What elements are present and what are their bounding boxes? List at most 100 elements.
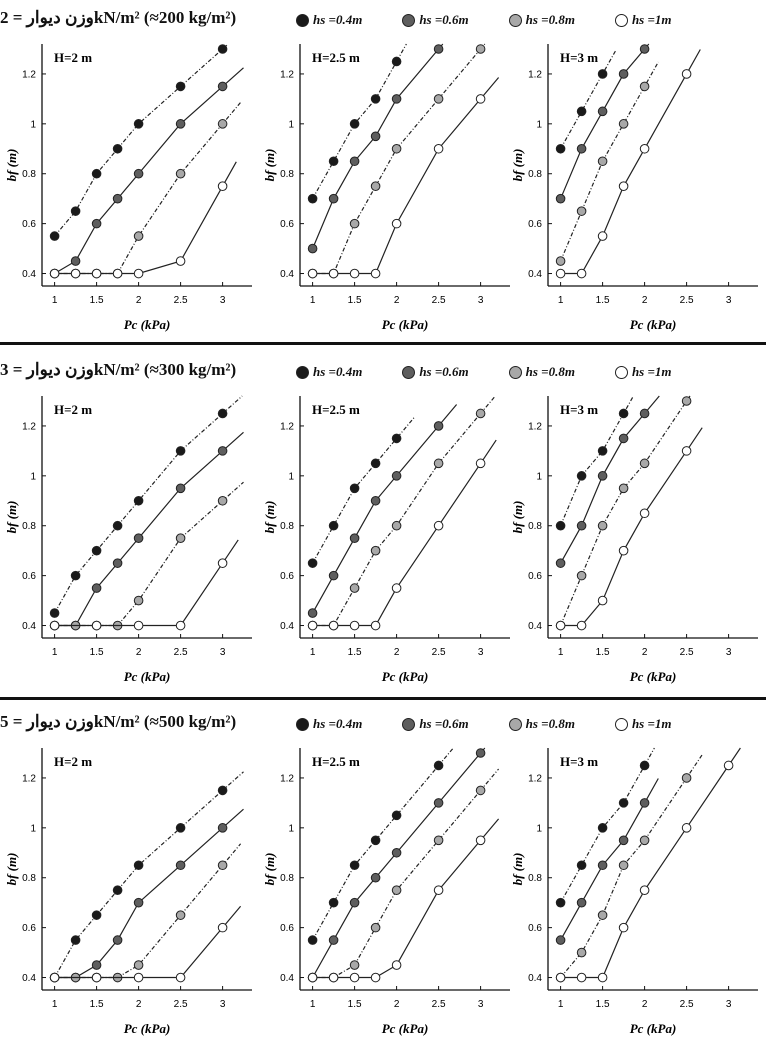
x-tick-label: 1.5	[348, 295, 362, 306]
data-point	[133, 897, 144, 908]
y-tick-label: 0.6	[280, 571, 294, 582]
x-tick-label: 1	[52, 295, 58, 306]
x-tick-label: 1.5	[348, 999, 362, 1010]
y-axis-title: bf (m)	[262, 501, 277, 534]
data-point	[576, 897, 587, 908]
y-tick-label: 0.4	[280, 269, 294, 280]
series-line	[560, 747, 741, 979]
data-point	[433, 835, 444, 846]
legend-marker-icon	[402, 717, 416, 731]
x-tick-label: 2	[642, 999, 648, 1010]
data-point	[475, 44, 486, 54]
chart-panel: 0.4 0.6 0.8 1 1.2 1 1.5 2 2.5 3 H=2 m Pc (kPa) bf (m…	[0, 36, 260, 341]
series-line	[54, 431, 244, 627]
data-point	[112, 558, 123, 568]
data-point	[49, 608, 60, 618]
data-point	[391, 847, 402, 858]
series-line	[54, 67, 244, 275]
legend-item: hs =0.4m	[296, 364, 362, 380]
x-axis-title: Pc (kPa)	[124, 669, 171, 684]
data-point	[349, 533, 360, 544]
data-point	[597, 471, 608, 481]
data-point	[133, 972, 144, 983]
x-tick-label: 2.5	[174, 999, 188, 1010]
x-tick-label: 1.5	[596, 295, 610, 306]
data-point	[555, 620, 566, 631]
x-tick-label: 3	[220, 647, 226, 658]
data-point	[307, 193, 318, 204]
data-point	[349, 620, 360, 631]
data-point	[70, 268, 81, 279]
series-line	[312, 43, 444, 249]
x-tick-label: 1	[310, 647, 316, 658]
data-point	[91, 268, 102, 279]
y-tick-label: 0.8	[528, 873, 542, 884]
data-point	[433, 458, 444, 469]
data-point	[307, 243, 318, 254]
data-point	[391, 960, 402, 970]
data-point	[370, 922, 381, 933]
x-tick-label: 1.5	[90, 999, 104, 1010]
data-point	[576, 570, 587, 581]
row-title: وزن دیوار = 5kN/m² (≈500 kg/m²)	[0, 712, 237, 731]
data-point	[91, 168, 102, 179]
data-point	[133, 231, 144, 241]
data-point	[307, 972, 318, 983]
x-tick-label: 1	[310, 295, 316, 306]
chart-row-5kn: وزن دیوار = 5kN/m² (≈500 kg/m²) hs =0.4m…	[0, 712, 766, 1042]
data-point	[639, 885, 650, 896]
y-tick-label: 0.8	[528, 521, 542, 532]
y-tick-label: 0.8	[280, 873, 294, 884]
data-point	[433, 885, 444, 896]
y-tick-label: 1.2	[528, 421, 542, 432]
data-point	[349, 960, 360, 970]
y-tick-label: 1	[30, 823, 36, 834]
data-point	[349, 897, 360, 908]
data-point	[475, 94, 486, 104]
x-axis-title: Pc (kPa)	[382, 669, 429, 684]
legend-marker-icon	[296, 13, 309, 27]
y-tick-label: 1	[288, 119, 294, 130]
y-axis-title: bf (m)	[510, 501, 525, 534]
data-point	[723, 760, 734, 771]
data-point	[307, 608, 318, 618]
legend-item: hs =0.8m	[508, 364, 575, 380]
data-point	[433, 798, 444, 808]
x-axis-title: Pc (kPa)	[382, 1021, 429, 1036]
data-point	[217, 446, 228, 456]
data-point	[370, 495, 381, 506]
legend-label: hs =0.6m	[419, 12, 469, 27]
x-axis-title: Pc (kPa)	[124, 1021, 171, 1036]
data-point	[133, 620, 144, 631]
data-point	[555, 268, 566, 279]
data-point	[618, 860, 629, 871]
y-tick-label: 0.4	[22, 973, 36, 984]
legend-marker-icon	[296, 717, 309, 731]
y-tick-label: 1.2	[22, 773, 36, 784]
data-point	[639, 408, 650, 419]
data-point	[112, 193, 123, 204]
data-point	[70, 256, 81, 266]
x-tick-label: 2.5	[680, 647, 694, 658]
data-point	[433, 143, 444, 154]
data-point	[576, 143, 587, 154]
data-point	[91, 218, 102, 229]
legend-item: hs =1m	[614, 12, 672, 28]
chart-row-3kn: وزن دیوار = 3kN/m² (≈300 kg/m²) hs =0.4m…	[0, 360, 766, 690]
chart-svg: 0.4 0.6 0.8 1 1.2 1 1.5 2 2.5 3 H=2 m Pc (kPa) bf (m…	[4, 43, 252, 332]
series-line	[312, 747, 486, 978]
chart-svg: 0.4 0.6 0.8 1 1.2 1 1.5 2 2.5 3 H=2 m Pc (kPa) bf (m…	[4, 748, 252, 1036]
x-tick-label: 3	[478, 295, 484, 306]
chart-panel: 0.4 0.6 0.8 1 1.2 1 1.5 2 2.5 3 H=3 m Pc (kPa) bf (m…	[506, 36, 766, 341]
x-tick-label: 2.5	[432, 647, 446, 658]
x-tick-label: 1	[558, 999, 564, 1010]
x-tick-label: 2.5	[432, 295, 446, 306]
y-tick-label: 1	[288, 471, 294, 482]
data-point	[597, 860, 608, 871]
row-separator	[0, 342, 766, 345]
x-tick-label: 1.5	[90, 647, 104, 658]
data-point	[133, 268, 144, 279]
data-point	[349, 972, 360, 983]
legend-label: hs =0.4m	[313, 364, 363, 379]
chart-svg: 0.4 0.6 0.8 1 1.2 1 1.5 2 2.5 3 H=2.5 m Pc (kPa) bf …	[262, 747, 510, 1036]
